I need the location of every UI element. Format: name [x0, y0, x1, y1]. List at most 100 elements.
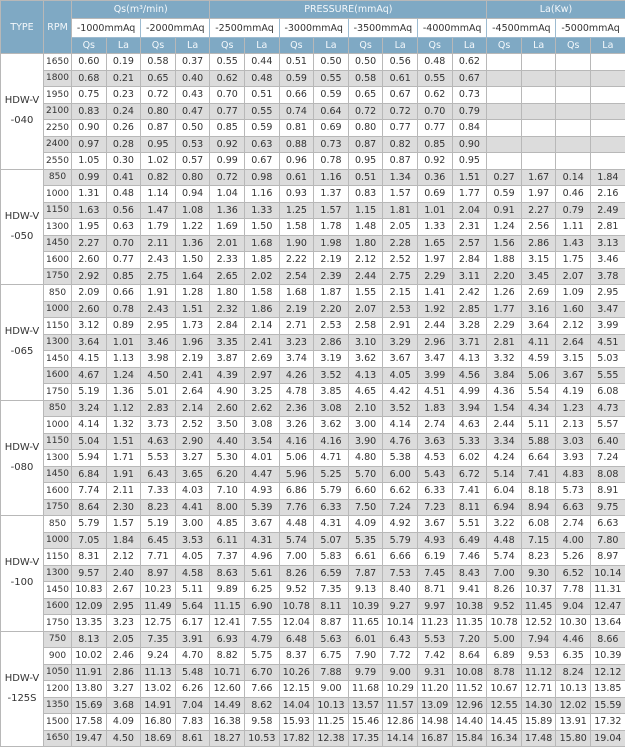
la-cell: 8.23: [521, 549, 556, 566]
la-cell: 1.57: [383, 186, 418, 203]
qs-cell: [556, 54, 591, 71]
la-cell: 4.47: [245, 466, 280, 483]
la-cell: 2.12: [106, 549, 141, 566]
la-cell: 7.55: [245, 615, 280, 632]
qs-cell: 10.02: [72, 648, 107, 665]
qs-cell: 14.91: [141, 697, 176, 714]
rpm-cell: 1600: [44, 252, 72, 269]
la-cell: 12.47: [591, 598, 625, 615]
la-column-header: La: [314, 38, 349, 54]
la-cell: 2.95: [591, 285, 625, 302]
rpm-cell: 1650: [44, 730, 72, 747]
qs-cell: 6.20: [210, 466, 245, 483]
la-cell: 1.77: [452, 186, 487, 203]
qs-cell: 2.84: [210, 318, 245, 335]
la-cell: 0.51: [245, 87, 280, 104]
la-cell: 5.55: [591, 367, 625, 384]
qs-cell: 7.37: [210, 549, 245, 566]
qs-cell: 4.15: [72, 351, 107, 368]
type-header: TYPE: [1, 1, 44, 54]
la-cell: 3.94: [452, 400, 487, 417]
la-cell: 1.08: [175, 202, 210, 219]
qs-cell: 3.23: [279, 334, 314, 351]
la-cell: [521, 120, 556, 137]
la-cell: 5.54: [521, 384, 556, 401]
la-cell: 3.15: [521, 252, 556, 269]
la-cell: 2.64: [175, 384, 210, 401]
pressure-header: -1000mmAq: [72, 19, 141, 38]
qs-cell: 0.75: [72, 87, 107, 104]
la-cell: 0.61: [383, 70, 418, 87]
la-cell: 15.59: [591, 697, 625, 714]
la-cell: 0.23: [106, 87, 141, 104]
la-cell: 0.79: [452, 103, 487, 120]
qs-cell: 4.24: [487, 450, 522, 467]
la-cell: 2.46: [106, 648, 141, 665]
qs-cell: 1.15: [348, 202, 383, 219]
qs-cell: 8.31: [72, 549, 107, 566]
la-cell: 0.47: [175, 103, 210, 120]
la-cell: 1.57: [106, 516, 141, 533]
qs-cell: 3.74: [279, 351, 314, 368]
qs-cell: [487, 103, 522, 120]
qs-cell: 2.07: [348, 301, 383, 318]
qs-cell: 0.96: [279, 153, 314, 170]
la-cell: 8.40: [383, 582, 418, 599]
fan-type-cell: HDW-V -100: [1, 516, 44, 632]
la-cell: 2.39: [314, 268, 349, 285]
la-cell: 1.51: [452, 169, 487, 186]
qs-cell: 1.11: [556, 219, 591, 236]
la-cell: 10.38: [452, 598, 487, 615]
la-cell: 9.58: [245, 714, 280, 731]
rpm-cell: 900: [44, 648, 72, 665]
qs-column-header: Qs: [141, 38, 176, 54]
qs-cell: 0.62: [417, 87, 452, 104]
la-cell: 7.24: [591, 450, 625, 467]
qs-cell: 4.48: [487, 532, 522, 549]
la-cell: 9.30: [521, 565, 556, 582]
la-cell: 8.87: [314, 615, 349, 632]
qs-cell: 2.29: [417, 268, 452, 285]
la-cell: 7.41: [452, 483, 487, 500]
qs-cell: 0.90: [72, 120, 107, 137]
la-cell: 0.84: [452, 120, 487, 137]
la-cell: 3.78: [591, 268, 625, 285]
qs-cell: 0.79: [556, 202, 591, 219]
qs-cell: 1.09: [556, 285, 591, 302]
la-cell: 1.97: [521, 186, 556, 203]
la-column-header: La: [383, 38, 418, 54]
qs-cell: 3.98: [141, 351, 176, 368]
rpm-cell: 1750: [44, 268, 72, 285]
la-cell: 6.43: [383, 631, 418, 648]
la-cell: 8.11: [314, 598, 349, 615]
qs-cell: 1.65: [417, 235, 452, 252]
la-cell: 1.50: [245, 219, 280, 236]
qs-cell: 1.79: [141, 219, 176, 236]
qs-cell: 2.71: [279, 318, 314, 335]
qs-cell: 10.78: [487, 615, 522, 632]
qs-cell: [556, 70, 591, 87]
la-cell: 4.92: [383, 516, 418, 533]
qs-cell: 0.14: [556, 169, 591, 186]
la-column-header: La: [591, 38, 625, 54]
qs-cell: 4.13: [348, 367, 383, 384]
la-cell: 2.49: [591, 202, 625, 219]
qs-cell: 0.59: [487, 186, 522, 203]
la-cell: 0.73: [314, 136, 349, 153]
qs-cell: 0.95: [141, 136, 176, 153]
qs-cell: 3.35: [210, 334, 245, 351]
la-cell: 1.13: [106, 351, 141, 368]
pressure-header: -3000mmAq: [279, 19, 348, 38]
qs-cell: 10.26: [279, 664, 314, 681]
qs-cell: 13.02: [141, 681, 176, 698]
la-cell: 0.30: [106, 153, 141, 170]
qs-cell: 4.40: [210, 433, 245, 450]
la-cell: 0.28: [106, 136, 141, 153]
qs-cell: [487, 87, 522, 104]
la-cell: [591, 70, 625, 87]
qs-cell: 14.45: [487, 714, 522, 731]
la-cell: 9.27: [383, 598, 418, 615]
